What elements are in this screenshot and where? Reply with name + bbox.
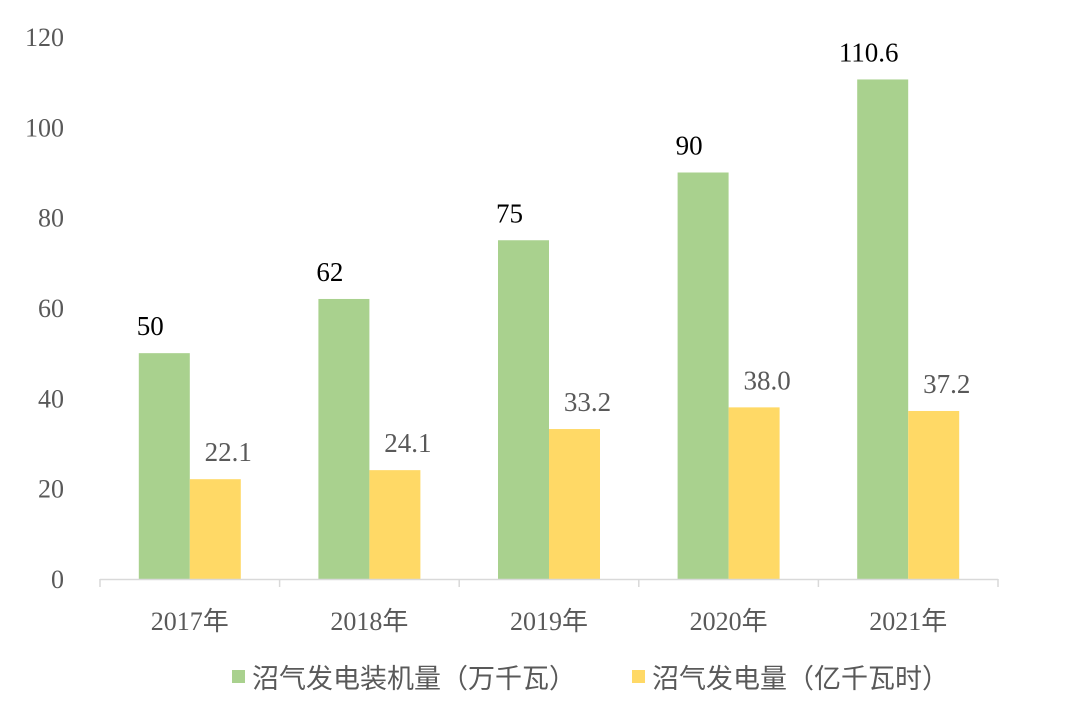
x-tick-label: 2019年: [510, 607, 588, 636]
bar-generation: [189, 479, 241, 579]
bar-generation: [728, 407, 780, 579]
legend-swatch: [632, 670, 645, 683]
bar-capacity: [318, 298, 370, 579]
x-tick-label: 2020年: [690, 607, 768, 636]
legend-swatch: [232, 670, 245, 683]
legend: 沼气发电装机量（万千瓦） 沼气发电量（亿千瓦时）: [232, 664, 949, 695]
y-tick-label: 0: [51, 565, 64, 594]
bars: 50 22.1 62 24.1 75 33.2 90 38.0 110.6 37.2: [137, 37, 970, 579]
data-label: 90: [676, 131, 703, 161]
bar-generation: [369, 470, 421, 579]
bar-capacity: [677, 172, 729, 579]
x-tick-label: 2018年: [330, 607, 408, 636]
data-label: 22.1: [205, 437, 252, 467]
x-axis: 2017年 2018年 2019年 2020年 2021年: [99, 578, 999, 636]
x-tick-label: 2021年: [869, 607, 947, 636]
data-label: 38.0: [743, 365, 790, 395]
y-tick-label: 120: [25, 23, 64, 52]
bar-generation: [908, 410, 960, 579]
data-label: 110.6: [839, 37, 899, 67]
data-label: 37.2: [923, 369, 970, 399]
data-label: 75: [496, 198, 523, 228]
data-label: 50: [137, 311, 164, 341]
bar-capacity: [857, 79, 909, 579]
x-tick-label: 2017年: [151, 607, 229, 636]
bar-generation: [549, 429, 600, 579]
y-tick-label: 60: [38, 294, 64, 323]
legend-label: 沼气发电装机量（万千瓦）: [252, 664, 576, 695]
data-label: 24.1: [384, 428, 431, 458]
y-tick-label: 80: [38, 204, 64, 233]
legend-label: 沼气发电量（亿千瓦时）: [652, 664, 949, 695]
y-axis: 0 20 40 60 80 100 120: [25, 23, 64, 594]
bar-capacity: [138, 353, 190, 579]
y-tick-label: 40: [38, 384, 64, 413]
data-label: 33.2: [564, 387, 611, 417]
bar-capacity: [498, 240, 549, 579]
data-label: 62: [316, 257, 343, 287]
y-tick-label: 20: [38, 475, 64, 504]
y-tick-label: 100: [25, 113, 64, 142]
